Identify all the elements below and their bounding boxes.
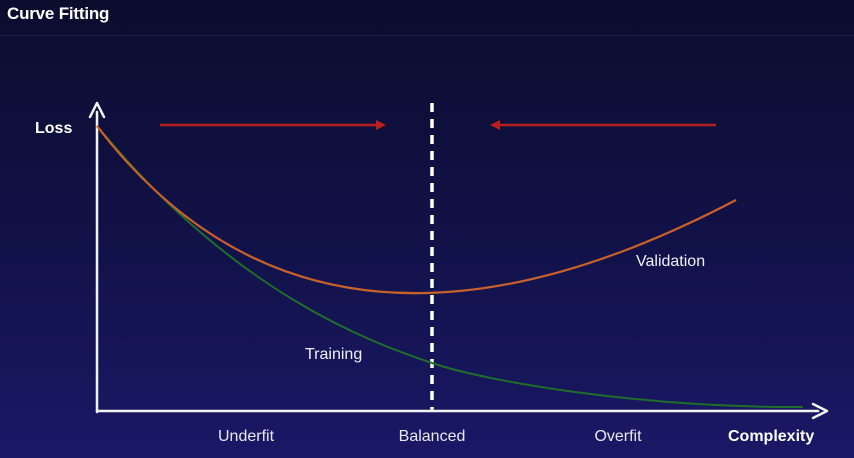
y-axis-arrowhead [88, 101, 106, 119]
y-axis-label: Loss [35, 120, 72, 137]
x-axis-arrowhead [811, 402, 829, 420]
title-divider [0, 35, 854, 36]
validation-curve-label: Validation [636, 253, 705, 270]
training-curve [96, 125, 804, 409]
x-axis-label: Complexity [728, 428, 814, 445]
region-label-underfit: Underfit [218, 428, 275, 445]
training-curve-label: Training [305, 346, 362, 363]
region-label-balanced: Balanced [399, 428, 466, 445]
slide-title: Curve Fitting [7, 4, 110, 23]
validation-curve [96, 125, 737, 295]
region-label-overfit: Overfit [594, 428, 642, 445]
